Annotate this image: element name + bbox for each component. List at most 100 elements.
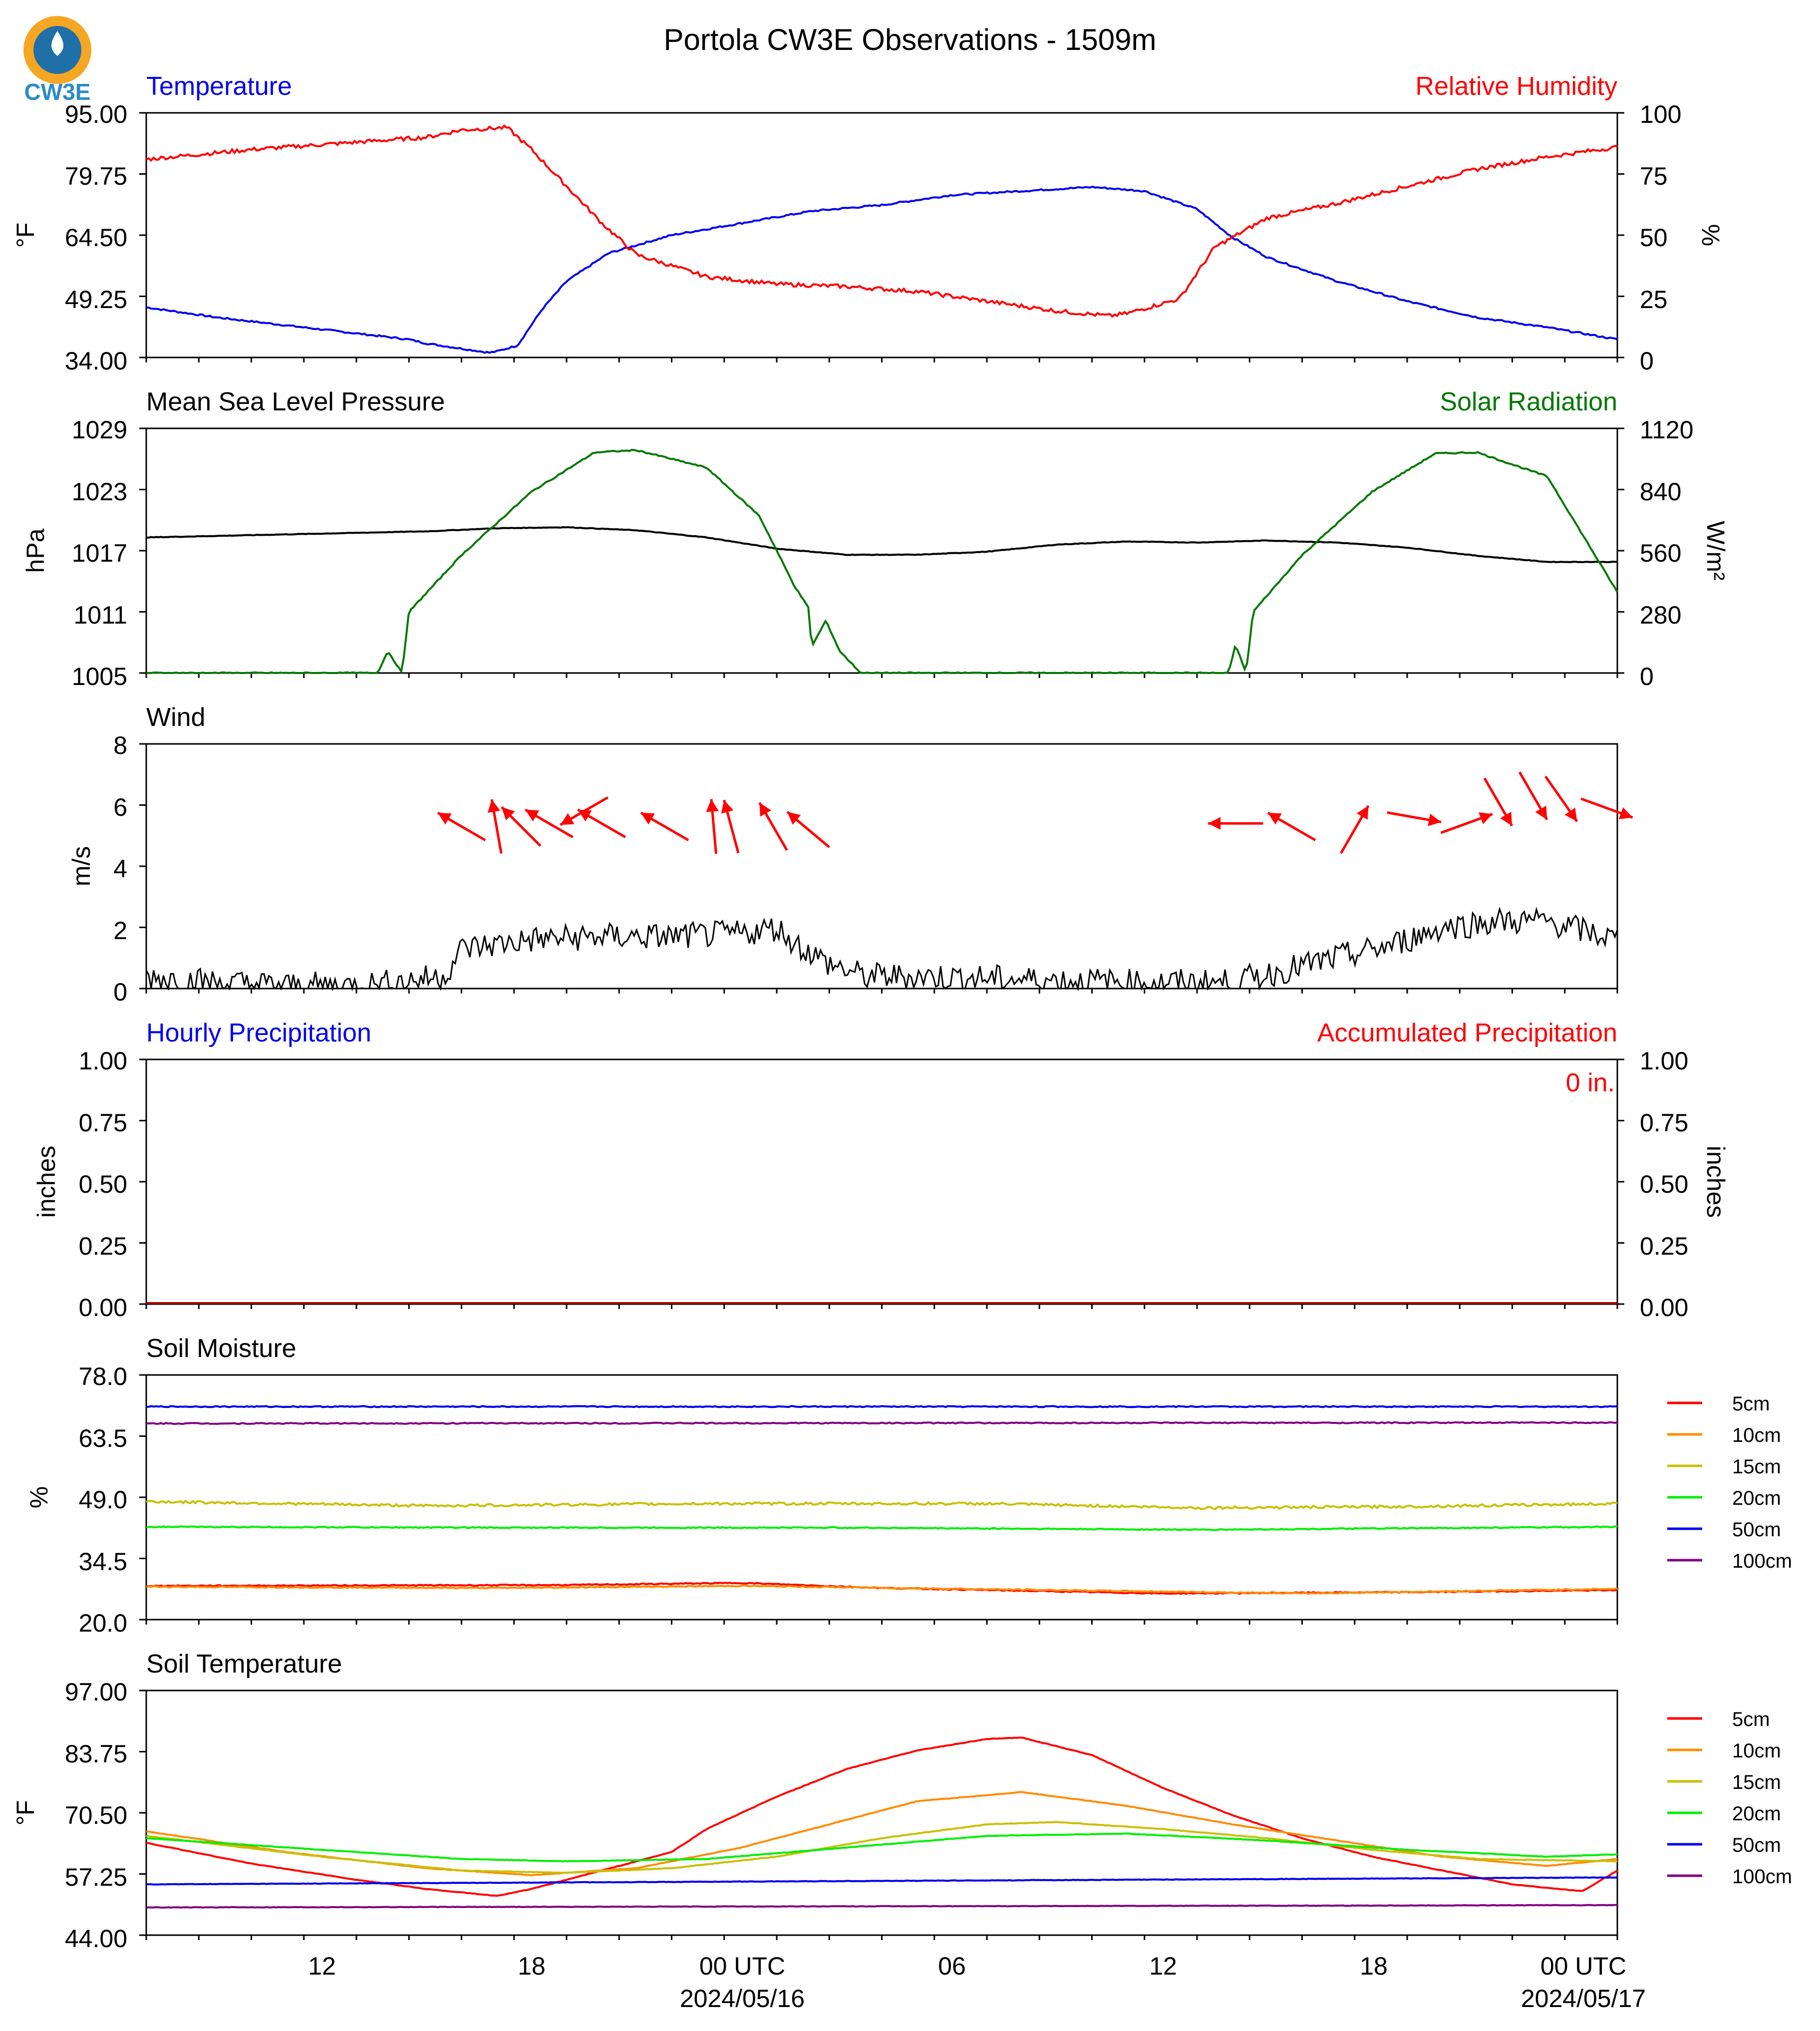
x-date-label: 2024/05/17 <box>1521 1985 1646 2013</box>
y-axis-label-left: °F <box>11 223 39 248</box>
panel-title-temperature: Temperature <box>146 72 292 101</box>
panel-title-accumulated-precip: Accumulated Precipitation <box>1317 1018 1617 1047</box>
y-tick-label: 1017 <box>72 539 127 567</box>
y-tick-label: 0 <box>1640 347 1654 375</box>
wind-arrow-head <box>1500 812 1512 826</box>
y-tick-label: 0.50 <box>79 1170 127 1198</box>
y-tick-label: 0.75 <box>1640 1109 1688 1137</box>
plot-frame <box>145 743 1618 990</box>
y-tick-label: 97.00 <box>65 1678 127 1706</box>
panel-pressure-solar: Mean Sea Level Pressure Solar Radiation … <box>21 387 1730 690</box>
y-axis-label-left: % <box>25 1486 53 1508</box>
plot-frame <box>145 112 1618 358</box>
wind-speed-line <box>145 906 1618 992</box>
y-ticks-right: 100 75 50 25 0 <box>1640 100 1681 375</box>
x-date-label: 2024/05/16 <box>680 1985 805 2013</box>
wind-arrow-head <box>1564 807 1577 822</box>
y-tick-label: 1023 <box>72 478 127 506</box>
soil-moisture-line-10cm <box>146 1584 1618 1595</box>
y-tick-label: 2 <box>113 917 127 945</box>
wind-arrow-head <box>759 802 771 817</box>
logo-text: CW3E <box>24 79 91 105</box>
y-axis-label-right: W/m² <box>1702 521 1730 580</box>
soil-temperature-line-100cm <box>146 1904 1617 1909</box>
y-tick-label: 75 <box>1640 162 1668 190</box>
legend-label: 100cm <box>1732 1866 1792 1888</box>
y-tick-label: 280 <box>1640 601 1681 629</box>
y-tick-label: 6 <box>113 793 127 821</box>
temperature-line <box>146 185 1618 354</box>
y-tick-label: 0 <box>1640 663 1654 690</box>
y-tick-label: 4 <box>113 855 127 883</box>
legend-label: 20cm <box>1732 1487 1781 1509</box>
wind-arrow-head <box>1208 817 1221 830</box>
panel-wind: Wind m/s 8 6 4 2 0 <box>67 703 205 1006</box>
legend-label: 15cm <box>1732 1456 1781 1478</box>
legend-label: 5cm <box>1732 1708 1770 1730</box>
wind-arrow-head <box>560 813 575 825</box>
logo-drop-icon <box>51 31 64 56</box>
y-tick-label: 1.00 <box>1640 1047 1688 1075</box>
y-axis-label-left: °F <box>11 1800 39 1826</box>
figure-title: Portola CW3E Observations - 1509m <box>663 23 1156 56</box>
accumulated-total-label: 0 in. <box>1566 1068 1615 1097</box>
y-tick-label: 95.00 <box>65 100 127 128</box>
soil-moisture-line-100cm <box>146 1421 1618 1425</box>
relative-humidity-line <box>146 124 1618 318</box>
wind-arrow-head <box>1356 805 1369 820</box>
y-tick-label: 0.25 <box>79 1232 127 1260</box>
panel-title-solar-radiation: Solar Radiation <box>1440 387 1617 416</box>
wind-arrow-head <box>787 812 801 825</box>
y-tick-label: 0.75 <box>79 1109 127 1137</box>
y-tick-label: 44.00 <box>65 1925 127 1953</box>
wind-arrow-head <box>1479 812 1493 824</box>
y-axis-label-left: inches <box>32 1146 60 1218</box>
wind-arrow-head <box>437 812 452 825</box>
legend-label: 10cm <box>1732 1424 1781 1446</box>
x-tick-label: 06 <box>938 1952 966 1980</box>
data-layer <box>139 112 1633 1940</box>
panel-soil-moisture: Soil Moisture % 78.0 63.5 49.0 34.5 20.0… <box>25 1334 1792 1637</box>
y-tick-label: 63.5 <box>79 1424 127 1452</box>
y-tick-label: 1011 <box>73 601 127 629</box>
y-tick-label: 8 <box>113 731 127 759</box>
plot-frame <box>145 1058 1618 1305</box>
y-tick-label: 25 <box>1640 286 1668 314</box>
y-tick-label: 34.5 <box>79 1548 127 1576</box>
wind-arrow-head <box>501 807 515 821</box>
wind-arrow-head <box>1618 807 1633 819</box>
y-tick-label: 78.0 <box>79 1362 127 1390</box>
y-axis-label-left: m/s <box>67 846 95 887</box>
soil-moisture-line-50cm <box>146 1405 1618 1408</box>
y-ticks-right: 1120 840 560 280 0 <box>1640 416 1694 690</box>
legend-label: 50cm <box>1732 1834 1781 1856</box>
wind-arrow-head <box>640 812 655 825</box>
soil-moisture-line-20cm <box>146 1525 1617 1531</box>
legend-label: 5cm <box>1732 1393 1770 1415</box>
panel-title-relative-humidity: Relative Humidity <box>1415 72 1617 101</box>
cw3e-logo: CW3E <box>23 16 91 105</box>
wind-arrow-head <box>1428 813 1442 826</box>
y-tick-label: 57.25 <box>65 1863 127 1891</box>
y-tick-label: 840 <box>1640 478 1681 506</box>
y-tick-label: 34.00 <box>65 347 127 375</box>
wind-arrow-head <box>706 799 719 812</box>
y-tick-label: 20.0 <box>79 1609 127 1637</box>
panel-title-pressure: Mean Sea Level Pressure <box>146 387 445 416</box>
panel-title-soil-temperature: Soil Temperature <box>146 1650 342 1679</box>
y-tick-label: 0.25 <box>1640 1232 1688 1260</box>
legend-label: 20cm <box>1732 1803 1781 1825</box>
legend-label: 15cm <box>1732 1771 1781 1793</box>
wind-arrow-head <box>1267 812 1282 825</box>
x-tick-label: 18 <box>518 1952 546 1980</box>
wind-arrow-head <box>721 800 734 814</box>
y-ticks-left: 97.00 83.75 70.50 57.25 44.00 <box>65 1678 127 1953</box>
y-ticks-left: 1029 1023 1017 1011 1005 <box>72 416 127 690</box>
panel-title-soil-moisture: Soil Moisture <box>146 1334 297 1363</box>
panel-soil-temperature: Soil Temperature °F 97.00 83.75 70.50 57… <box>11 1650 1792 1953</box>
legend-label: 50cm <box>1732 1519 1781 1541</box>
y-tick-label: 560 <box>1640 539 1681 567</box>
panel-temperature-rh: Temperature Relative Humidity °F % 95.00… <box>11 72 1725 375</box>
y-ticks-left: 78.0 63.5 49.0 34.5 20.0 <box>79 1362 127 1637</box>
